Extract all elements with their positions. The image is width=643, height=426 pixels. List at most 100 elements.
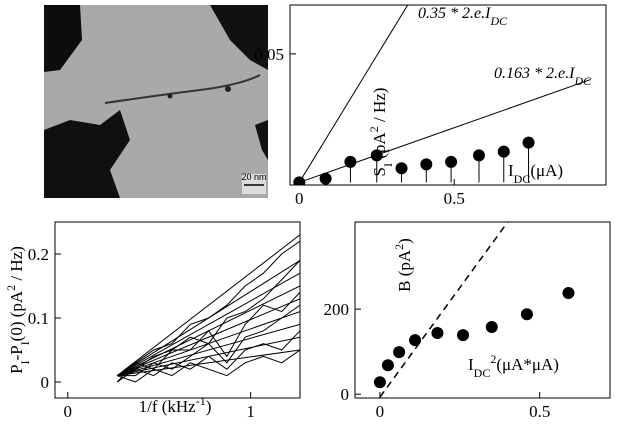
point <box>381 359 394 372</box>
scale-label: 20 nm <box>241 172 266 182</box>
subscript: I <box>18 360 32 364</box>
point <box>485 321 498 334</box>
x-axis-label: IDC2(μA*μA) <box>468 352 559 380</box>
line <box>379 222 509 398</box>
line <box>116 349 300 383</box>
y-tick-label: 0.05 <box>254 45 284 64</box>
label-part: (0) (pA <box>7 290 26 341</box>
plot-area <box>116 234 300 383</box>
point <box>373 376 386 389</box>
label-part: -P <box>7 345 26 360</box>
x-tick-label: 0.5 <box>529 402 550 421</box>
point <box>393 346 406 359</box>
superscript: 2 <box>392 244 406 250</box>
point <box>520 308 533 321</box>
point <box>409 334 422 347</box>
image-dark-region <box>44 5 82 72</box>
label-part: P <box>7 364 26 373</box>
line <box>116 272 300 377</box>
label-part: ) <box>395 238 414 244</box>
label-part: I <box>468 355 474 374</box>
nanowire <box>104 74 261 104</box>
line <box>117 323 300 377</box>
axes-frame <box>354 221 611 399</box>
point <box>344 155 357 168</box>
label-part: 0.35 * 2.e.I <box>418 5 491 22</box>
label-part: / Hz) <box>370 88 389 127</box>
panel: 0 100.10.2PI-PI(0) (pA2 / Hz)1/f (kHz-1) <box>4 221 301 421</box>
x-tick-label: 0.5 <box>444 189 465 208</box>
line <box>116 285 300 377</box>
superscript: 2 <box>4 285 18 291</box>
particle <box>167 93 173 99</box>
superscript: -1 <box>196 394 206 408</box>
x-tick-label: 0 <box>376 402 385 421</box>
point <box>431 326 444 339</box>
label-part: I <box>508 161 514 180</box>
line <box>299 79 591 183</box>
point <box>457 329 470 342</box>
subscript: DC <box>489 14 508 28</box>
line <box>116 234 300 376</box>
y-tick-label: 0 <box>41 373 50 392</box>
y-axis-label: PI-PI(0) (pA2 / Hz) <box>4 246 32 374</box>
line <box>116 259 300 377</box>
line <box>117 336 300 377</box>
point <box>420 158 433 171</box>
subscript: DC <box>474 366 491 380</box>
line <box>116 298 300 377</box>
label-part: S <box>370 167 389 176</box>
point <box>395 162 408 175</box>
subscript: I <box>18 341 32 345</box>
subscript: I <box>381 163 395 167</box>
micrograph: 20 nm <box>44 5 268 198</box>
label-part: ) <box>206 397 212 416</box>
superscript: 2 <box>490 352 496 366</box>
point <box>497 145 510 158</box>
axes-frame <box>54 221 301 399</box>
y-tick-label: 0.2 <box>28 245 49 264</box>
label-part: (μA*μA) <box>496 355 559 374</box>
plot-area <box>373 222 575 398</box>
y-axis-label: SI (pA2 / Hz) <box>367 88 395 177</box>
x-tick-label: 0 <box>64 402 73 421</box>
point <box>319 172 332 185</box>
x-axis-label: IDC(μA) <box>508 161 563 186</box>
superscript: 2 <box>367 126 381 132</box>
label-part: (μA) <box>530 161 563 180</box>
image-dark-region <box>44 110 130 198</box>
line <box>117 304 300 377</box>
point <box>522 136 535 149</box>
point <box>562 286 575 299</box>
subscript: DC <box>514 172 531 186</box>
annotation: 0.35 * 2.e.IDC <box>418 5 508 28</box>
image-dark-region <box>210 5 268 70</box>
image-dark-region <box>255 120 268 160</box>
plot-area <box>293 5 591 185</box>
annotation: 0.163 * 2.e.IDC <box>494 65 592 88</box>
line <box>116 311 300 377</box>
point <box>472 149 485 162</box>
particle <box>225 86 231 92</box>
scale-box <box>242 174 266 194</box>
axes-frame <box>289 4 607 186</box>
point <box>445 155 458 168</box>
label-part: 0.163 * 2.e.I <box>494 65 575 82</box>
x-tick-label: 1 <box>246 402 255 421</box>
x-tick-label: 0 <box>295 189 304 208</box>
line <box>117 349 300 377</box>
label-part: 1/f (kHz <box>139 397 197 416</box>
y-tick-label: 200 <box>324 300 350 319</box>
subscript: DC <box>573 74 592 88</box>
point <box>293 176 306 185</box>
y-tick-label: 0 <box>341 385 350 404</box>
label-part: / Hz) <box>7 246 26 285</box>
line <box>298 5 409 183</box>
label-part: B (pA <box>395 249 414 292</box>
y-tick-label: 0.1 <box>28 309 49 328</box>
x-axis-label: 1/f (kHz-1) <box>139 394 212 416</box>
